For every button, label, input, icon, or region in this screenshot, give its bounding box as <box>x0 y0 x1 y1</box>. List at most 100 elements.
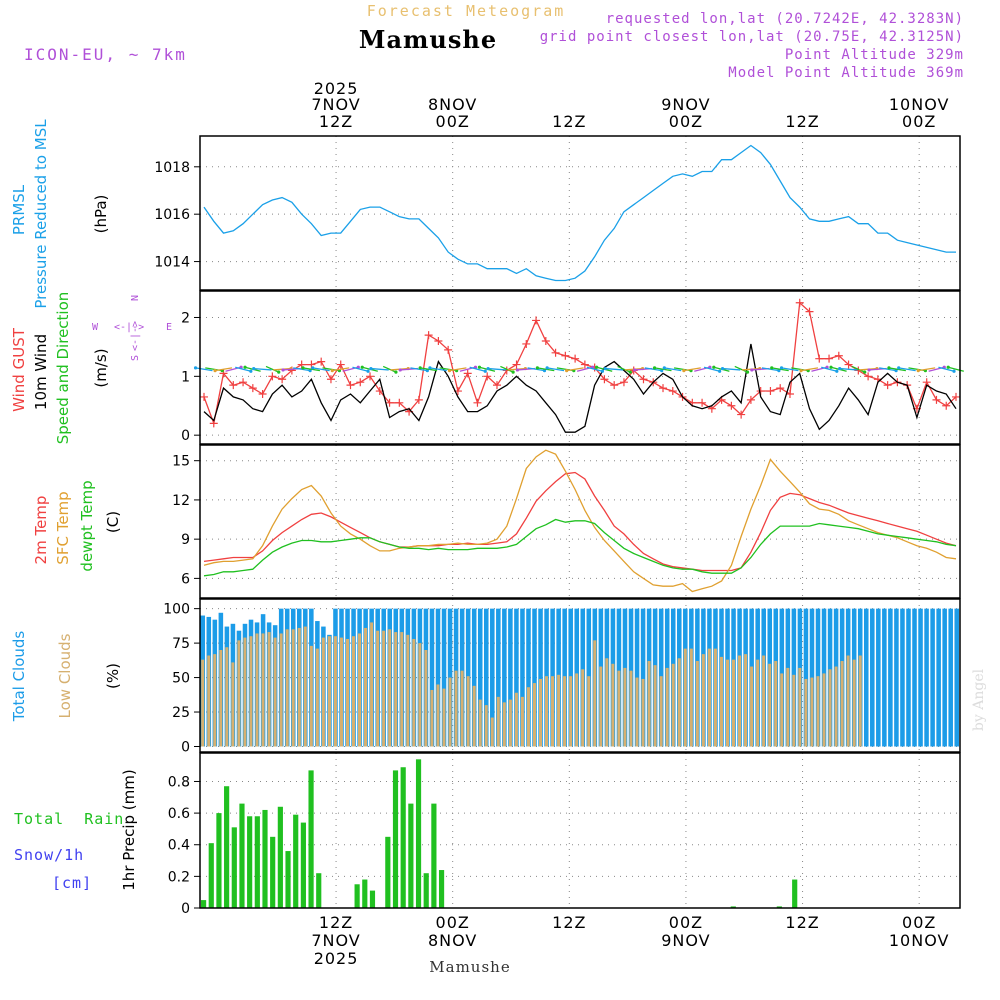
precip-legend: Total Rain Snow/1h [cm] 1hr Precip (mm) <box>14 769 138 892</box>
gust-marker <box>326 375 335 384</box>
bottom-axis-date: 7NOV <box>311 931 360 950</box>
gust-marker <box>336 360 345 369</box>
bar-rain <box>369 890 376 908</box>
wind-direction-arrow <box>352 366 369 372</box>
gust-marker <box>610 381 619 390</box>
bar-low-clouds <box>563 676 567 747</box>
bar-low-clouds <box>587 676 591 747</box>
wind-arrow-head <box>712 365 716 369</box>
wind-direction-arrow <box>586 366 603 372</box>
gust-marker <box>698 398 707 407</box>
gust-marker <box>571 354 580 363</box>
wind-arrow-head <box>863 370 867 374</box>
bar-total-clouds <box>526 608 531 747</box>
bar-total-clouds <box>900 608 905 747</box>
gust-marker <box>659 384 668 393</box>
panel-frame <box>199 444 961 599</box>
gust-marker <box>512 360 521 369</box>
bar-low-clouds <box>581 669 585 747</box>
bar-rain <box>354 884 360 908</box>
gust-marker <box>463 369 472 378</box>
top-axis-date: 8NOV <box>428 95 477 114</box>
wind-arrow-head <box>897 366 901 370</box>
bar-low-clouds <box>599 666 603 747</box>
bar-low-clouds <box>514 692 518 747</box>
bar-low-clouds <box>249 636 253 747</box>
bar-total-clouds <box>948 608 953 747</box>
bar-rain <box>730 906 736 908</box>
bar-low-clouds <box>237 640 241 747</box>
bar-total-clouds <box>803 608 809 747</box>
bar-low-clouds <box>780 673 784 747</box>
bar-low-clouds <box>665 667 669 747</box>
bar-total-clouds <box>532 608 537 747</box>
bar-total-clouds <box>918 608 923 747</box>
wind-arrow-head <box>565 369 569 373</box>
bottom-axis-hour: 00Z <box>436 913 470 932</box>
wind-direction-arrow <box>800 367 819 372</box>
gust-marker <box>248 384 257 393</box>
bar-low-clouds <box>472 685 476 747</box>
bar-low-clouds <box>629 670 633 747</box>
series-sfc-temp <box>203 449 957 593</box>
bar-low-clouds <box>466 676 470 747</box>
bar-low-clouds <box>255 633 259 747</box>
wind-arrow-head <box>779 366 784 370</box>
clouds-unit: (%) <box>104 663 122 689</box>
bar-total-clouds <box>930 608 935 747</box>
bar-rain <box>224 786 230 908</box>
wind-direction-arrow <box>469 366 486 372</box>
wind-arrow-head <box>277 370 281 374</box>
temp-2m-label: 2m Temp <box>32 496 50 565</box>
top-axis-hour: 00Z <box>902 112 936 131</box>
wind-direction-arrow <box>918 367 936 372</box>
wind-arrow-head <box>249 369 253 373</box>
y-tick-label: 1014 <box>154 255 190 271</box>
bar-low-clouds <box>834 666 838 747</box>
wind-direction-arrow <box>771 367 789 372</box>
requested-coords: requested lon,lat (20.7242E, 42.3283N) <box>606 11 964 27</box>
wind-direction-arrow <box>537 367 555 372</box>
bar-low-clouds <box>333 636 337 747</box>
compass-arrow-vertical: <-|-> <box>130 321 141 351</box>
gust-marker <box>600 375 609 384</box>
bar-low-clouds <box>213 654 217 747</box>
gust-marker <box>532 316 541 325</box>
y-tick-label: 0.2 <box>168 869 190 885</box>
wind-direction-arrow <box>527 367 545 372</box>
gust-marker <box>473 398 482 407</box>
gust-marker <box>952 392 960 401</box>
bar-rain <box>231 827 237 908</box>
bottom-axis-hour: 12Z <box>319 913 353 932</box>
bar-low-clouds <box>448 677 452 747</box>
bar-low-clouds <box>225 647 229 747</box>
wind-direction-arrow <box>293 367 311 372</box>
y-tick-label: 6 <box>181 571 190 587</box>
panels: 101410161018012691215025507510000.20.40.… <box>154 135 964 917</box>
wind-direction-arrow <box>664 367 682 372</box>
bar-low-clouds <box>388 629 392 747</box>
footer-location: Mamushe <box>429 958 510 976</box>
y-tick-label: 75 <box>172 636 190 652</box>
series-dewpt-temp <box>203 518 957 577</box>
compass-north: N <box>130 295 141 301</box>
total-clouds-label: Total Clouds <box>10 631 28 723</box>
chart-subtitle: Forecast Meteogram <box>367 2 566 20</box>
bar-rain <box>247 816 253 908</box>
gust-marker <box>551 348 560 357</box>
panel-frame <box>199 135 961 291</box>
bar-low-clouds <box>460 670 464 747</box>
bar-low-clouds <box>436 684 440 747</box>
wind-gust-label: Wind GUST <box>10 327 28 412</box>
bar-low-clouds <box>605 658 609 747</box>
rain-label: Total Rain <box>14 810 124 828</box>
gust-marker <box>200 392 208 401</box>
wind-direction-arrow <box>654 367 672 372</box>
gust-marker <box>883 381 892 390</box>
bar-rain <box>300 822 306 908</box>
location-title: Mamushe <box>359 25 497 54</box>
bar-total-clouds <box>477 608 483 747</box>
bar-low-clouds <box>545 676 549 747</box>
wind-arrow-head <box>835 369 839 373</box>
